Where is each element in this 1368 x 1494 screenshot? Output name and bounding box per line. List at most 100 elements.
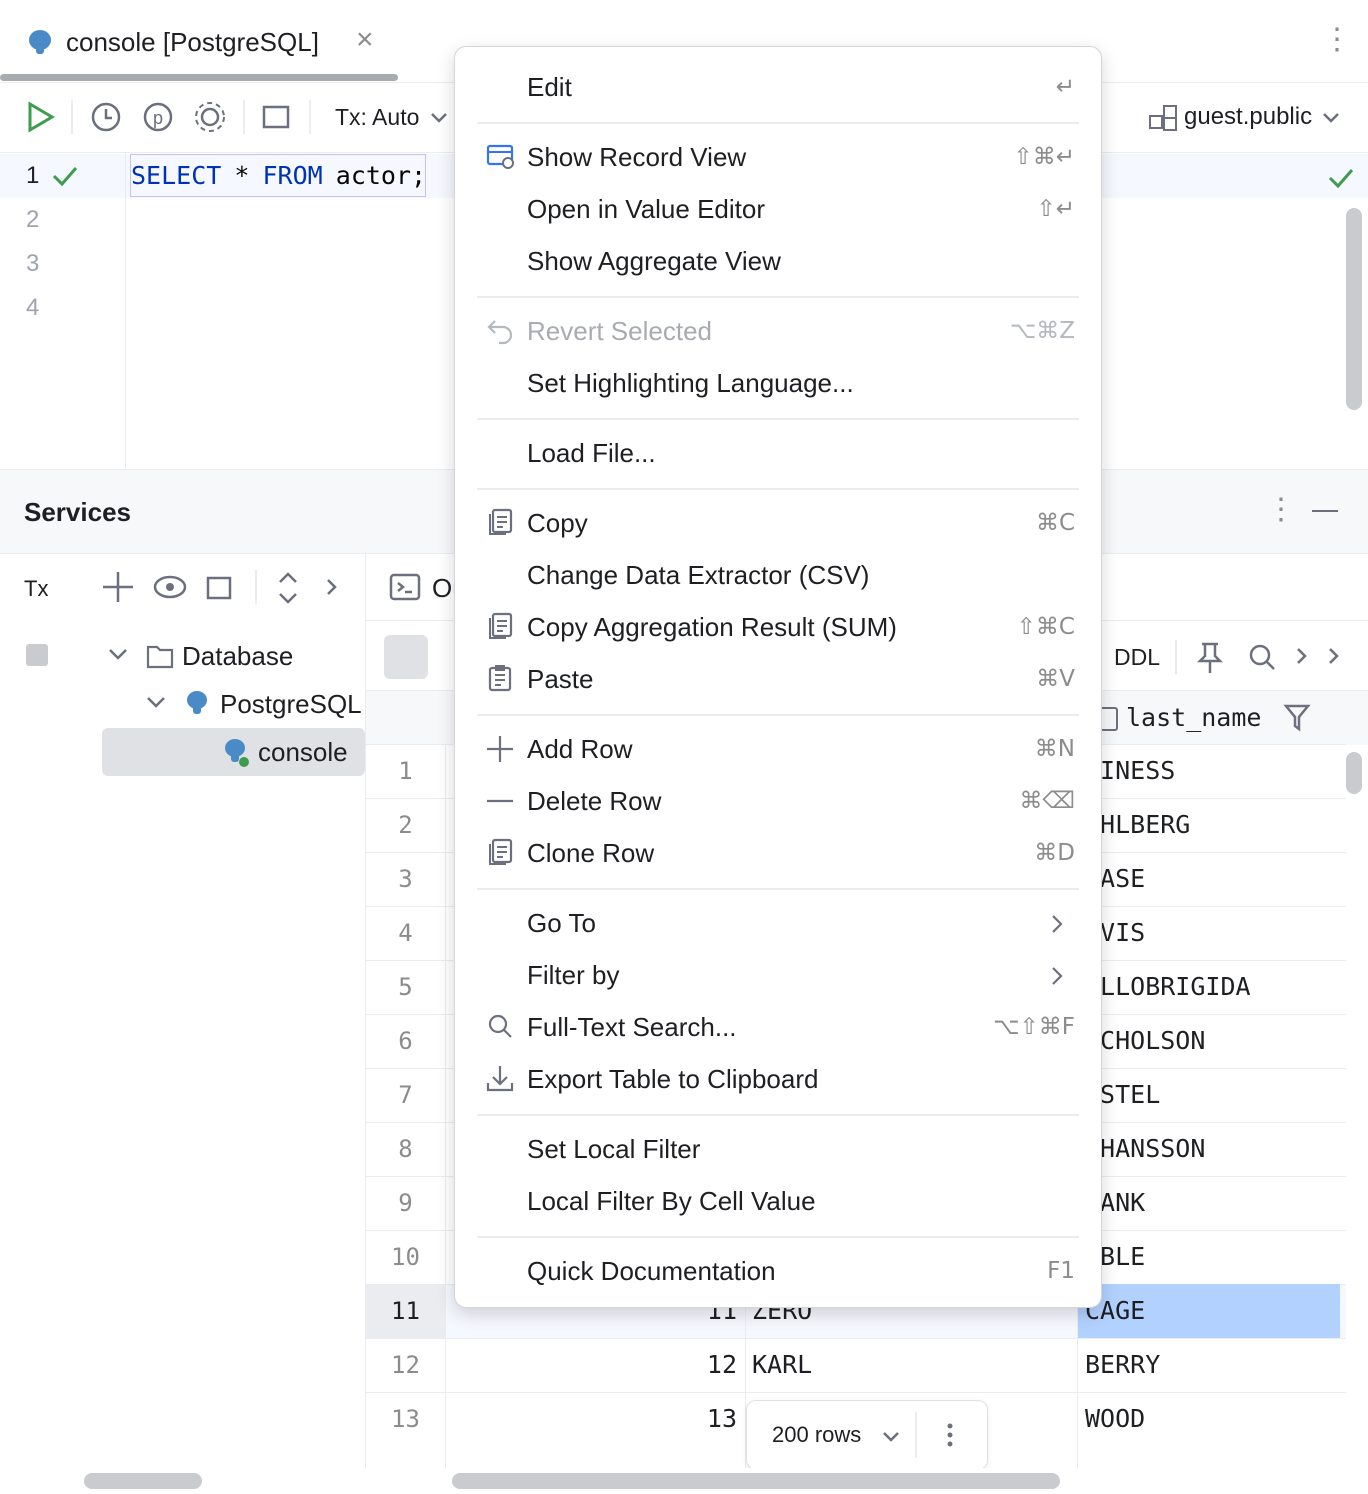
ddl[interactable]: DDL (1114, 644, 1161, 670)
schema-icons (1149, 105, 1339, 131)
menu-item[interactable]: Open in Value Editor (527, 194, 765, 224)
menu-separator (477, 888, 1079, 890)
menu-shortcut: ↵ (1055, 74, 1075, 100)
tree-node[interactable]: PostgreSQL (220, 689, 362, 719)
grid-row (366, 1338, 1346, 1393)
menu-icon (489, 508, 513, 535)
pg-icon (187, 691, 207, 714)
menu-item[interactable]: Show Aggregate View (527, 246, 781, 276)
cell-last-name[interactable]: ICHOLSON (1085, 1026, 1206, 1055)
menu-item[interactable]: Copy Aggregation Result (SUM) (527, 612, 897, 642)
svg-text:p: p (153, 108, 163, 128)
menu-item[interactable]: Quick Documentation (527, 1256, 776, 1286)
code: SELECT * FROM actor; (131, 161, 426, 191)
row-number: 1 (398, 757, 413, 785)
cell-id[interactable]: 13 (706, 1404, 737, 1433)
gutter-border (125, 152, 126, 468)
row-number: 13 (391, 1405, 420, 1433)
menu-shortcut: ⌘C (1035, 510, 1075, 536)
line-number: 3 (26, 250, 40, 277)
cell-last-name[interactable]: WOOD (1085, 1404, 1146, 1433)
menu-icon (489, 838, 513, 865)
code-token: actor; (335, 161, 427, 190)
cell-last-name[interactable]: OHANSSON (1085, 1134, 1206, 1163)
cell-last-name[interactable]: BERRY (1085, 1350, 1161, 1379)
ok-mark (52, 167, 78, 187)
menu-item[interactable]: Go To (527, 908, 596, 938)
tree-arrow (147, 697, 165, 708)
output-icon (389, 573, 421, 601)
checkbox[interactable] (26, 644, 48, 666)
tree-node[interactable]: Database (182, 641, 294, 671)
menu-item[interactable]: Clone Row (527, 838, 655, 868)
menu-shortcut: ⇧⌘↵ (1013, 144, 1075, 170)
cell-first-name[interactable]: KARL (752, 1350, 813, 1379)
grid-scrollbar[interactable] (1346, 752, 1362, 794)
row-count[interactable]: 200 rows (772, 1422, 862, 1447)
menu-item[interactable]: Show Record View (527, 142, 747, 172)
code-token: * (234, 161, 250, 190)
line-number: 2 (26, 206, 40, 233)
menu-item[interactable]: Paste (527, 664, 594, 694)
cell-id[interactable]: 12 (706, 1350, 737, 1379)
menu-shortcut: ⇧⌘C (1016, 614, 1075, 640)
pg-icon (225, 739, 249, 767)
row-number: 11 (391, 1297, 420, 1325)
menu-shortcut: ⇧↵ (1036, 196, 1075, 222)
services-tx[interactable]: Tx (24, 576, 49, 601)
menu-item[interactable]: Export Table to Clipboard (527, 1064, 819, 1094)
line-number: 4 (26, 294, 40, 321)
menu-item[interactable]: Add Row (527, 734, 633, 764)
menu-shortcut: ⌘D (1034, 840, 1075, 866)
editor-scrollbar[interactable] (1346, 208, 1362, 410)
menu-item[interactable]: Delete Row (527, 786, 662, 816)
menu-item[interactable]: Filter by (527, 960, 620, 990)
menu-icon (488, 665, 512, 692)
tree-node[interactable]: console (258, 737, 348, 767)
services-more[interactable]: ⋮ (1266, 493, 1296, 526)
table-view[interactable] (384, 635, 428, 679)
menu-item[interactable]: Change Data Extractor (CSV) (527, 560, 870, 590)
menu-item[interactable]: Full-Text Search... (527, 1012, 737, 1042)
menu-separator (477, 296, 1079, 298)
filter-icon[interactable] (1283, 704, 1311, 732)
selected-cell (1078, 1284, 1340, 1338)
more[interactable]: ⋮ (1322, 23, 1352, 56)
statement-box (130, 154, 426, 197)
column-header[interactable]: last_name (1126, 703, 1262, 732)
menu-item[interactable]: Local Filter By Cell Value (527, 1186, 816, 1216)
menu-separator (477, 1114, 1079, 1116)
menu-shortcut: ⌘N (1034, 736, 1075, 762)
keyword: SELECT (131, 161, 222, 190)
rows-tools (883, 1412, 953, 1458)
menu-icon (486, 144, 514, 169)
folder-icon (146, 645, 174, 669)
menu-separator (477, 488, 1079, 490)
menu-item[interactable]: Set Local Filter (527, 1134, 701, 1164)
tx-mode[interactable]: Tx: Auto (335, 104, 420, 130)
minimize[interactable] (1312, 510, 1338, 512)
keyword: FROM (262, 161, 323, 190)
services-tools (103, 570, 337, 604)
tab-close[interactable]: × (356, 23, 374, 56)
menu-icon (486, 1066, 514, 1092)
cell-last-name[interactable]: OLLOBRIGIDA (1085, 972, 1251, 1001)
menu-item[interactable]: Edit (527, 72, 572, 102)
h-scroll-right[interactable] (452, 1473, 1060, 1489)
h-scroll-left[interactable] (84, 1473, 202, 1489)
menu-separator (477, 418, 1079, 420)
row-number: 9 (398, 1189, 413, 1217)
cell-last-name[interactable]: AHLBERG (1085, 810, 1191, 839)
schema[interactable]: guest.public (1184, 103, 1313, 130)
toolbar-icons: p (28, 100, 447, 134)
menu-item[interactable]: Copy (527, 508, 588, 538)
row-number: 3 (398, 865, 413, 893)
menu-item[interactable]: Load File... (527, 438, 656, 468)
menu-item[interactable]: Set Highlighting Language... (527, 368, 854, 398)
services-title: Services (24, 497, 131, 527)
tab-title[interactable]: console [PostgreSQL] (66, 27, 319, 57)
line-number: 1 (26, 162, 40, 189)
row-number: 12 (391, 1351, 420, 1379)
column-border (445, 744, 446, 1468)
